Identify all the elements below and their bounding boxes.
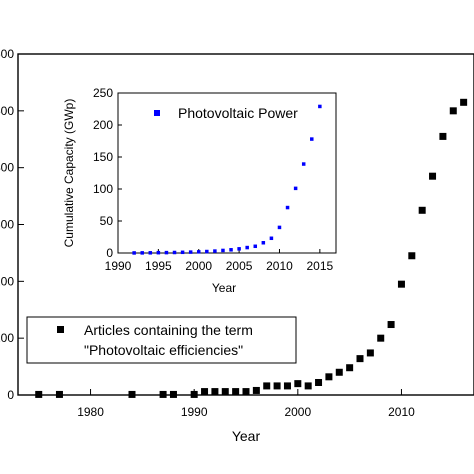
main-point-1987: [159, 390, 167, 398]
inset-point-2001: [205, 249, 209, 254]
inset-point-1994: [148, 251, 153, 255]
inset-legend: Photovoltaic Power: [154, 105, 298, 121]
inset-point-2013: [301, 162, 306, 166]
inset-y-tick-label-200: 200: [93, 118, 113, 132]
main-x-tick-label-1990: 1990: [181, 405, 208, 419]
inset-point-2006: [245, 245, 249, 250]
inset-point-1998: [180, 250, 185, 255]
main-point-2008: [377, 334, 385, 342]
main-point-1990: [190, 390, 198, 398]
main-point-2010: [397, 280, 405, 288]
inset-series-photovoltaic-power: [132, 104, 322, 255]
main-point-1995: [242, 388, 250, 396]
inset-point-2014: [310, 137, 314, 141]
inset-point-2004: [229, 248, 233, 252]
inset-point-1997: [172, 250, 177, 255]
main-point-1975: [35, 390, 43, 398]
inset-y-tick-label-0: 0: [106, 246, 113, 260]
inset-x-tick-label-2015: 2015: [307, 259, 334, 273]
main-legend-label-line-2: "Photovoltaic efficiencies": [84, 342, 243, 358]
main-y-tick-label-200: 200: [0, 274, 14, 288]
inset-y-tick-label-50: 50: [100, 214, 114, 228]
main-point-2009: [387, 321, 395, 329]
inset-point-2015: [318, 104, 322, 109]
main-axis-ticks: 19801990200020100100200300400500600: [0, 47, 415, 419]
inset-legend-label: Photovoltaic Power: [178, 105, 298, 121]
main-y-tick-label-500: 500: [0, 104, 14, 118]
inset-point-2003: [221, 248, 225, 253]
main-point-1992: [211, 388, 219, 396]
main-point-2002: [315, 378, 323, 386]
inset-point-2002: [213, 249, 217, 253]
main-point-1991: [201, 388, 209, 396]
inset-y-tick-label-100: 100: [93, 182, 113, 196]
main-point-2014: [439, 132, 447, 140]
inset-point-1992: [132, 251, 136, 255]
main-point-2016: [460, 98, 468, 106]
inset-x-axis-title: Year: [212, 281, 236, 295]
main-point-1994: [232, 388, 240, 396]
inset-legend-marker: [154, 110, 160, 116]
main-point-2015: [449, 107, 457, 115]
main-point-1999: [283, 382, 291, 390]
inset-point-2012: [293, 186, 298, 191]
inset-point-2009: [269, 236, 274, 241]
main-x-tick-label-2000: 2000: [284, 405, 311, 419]
main-y-tick-label-600: 600: [0, 47, 14, 61]
main-point-2004: [335, 368, 343, 376]
main-point-2006: [356, 355, 364, 363]
main-point-2012: [418, 206, 426, 214]
main-point-1984: [128, 390, 136, 398]
inset-point-1995: [156, 250, 161, 255]
main-point-1996: [252, 386, 260, 394]
main-legend-marker: [57, 326, 64, 333]
main-y-tick-label-400: 400: [0, 161, 14, 175]
inset-x-tick-label-2005: 2005: [226, 259, 253, 273]
inset-point-2000: [196, 250, 201, 254]
inset-x-tick-label-1990: 1990: [105, 259, 132, 273]
inset-y-tick-label-250: 250: [93, 86, 113, 100]
inset-x-tick-label-1995: 1995: [145, 259, 172, 273]
inset-point-2008: [261, 241, 266, 245]
inset-y-tick-label-150: 150: [93, 150, 113, 164]
inset-plot-frame: [117, 92, 337, 254]
main-y-tick-label-0: 0: [7, 388, 14, 402]
main-point-1997: [263, 382, 271, 390]
inset-x-tick-label-2010: 2010: [266, 259, 293, 273]
main-point-1988: [169, 390, 177, 398]
inset-point-1993: [140, 251, 144, 255]
main-point-2001: [304, 382, 312, 390]
inset-point-2007: [253, 244, 258, 249]
inset-axis-ticks: 1990 1995 2000 2005 2010 2015 0 50 100 150 200 250: [93, 86, 334, 273]
inset-point-2011: [285, 205, 290, 210]
main-point-1977: [55, 390, 63, 398]
inset-point-1996: [164, 250, 169, 255]
main-point-1993: [221, 388, 229, 396]
inset-x-tick-label-2000: 2000: [185, 259, 212, 273]
main-point-1998: [273, 382, 281, 390]
main-point-2007: [366, 349, 374, 357]
main-legend-box: [26, 316, 297, 364]
inset-point-2005: [237, 247, 241, 251]
main-legend-label-line-1: Articles containing the term: [84, 322, 253, 338]
main-point-2011: [408, 252, 416, 260]
main-point-2005: [346, 364, 354, 372]
inset-y-axis-title: Cumulative Capacity (GWp): [62, 99, 76, 248]
main-y-tick-label-300: 300: [0, 218, 14, 232]
main-series-articles: [35, 98, 468, 398]
main-x-tick-label-2010: 2010: [388, 405, 415, 419]
main-x-axis-title: Year: [232, 428, 261, 444]
main-legend: Articles containing the term "Photovolta…: [26, 316, 297, 364]
inset-point-2010: [277, 225, 282, 230]
main-point-2003: [325, 373, 333, 381]
main-x-tick-label-1980: 1980: [77, 405, 104, 419]
main-y-tick-label-100: 100: [0, 331, 14, 345]
main-point-2013: [429, 172, 437, 180]
inset-point-1999: [188, 250, 193, 254]
main-point-2000: [294, 380, 302, 388]
